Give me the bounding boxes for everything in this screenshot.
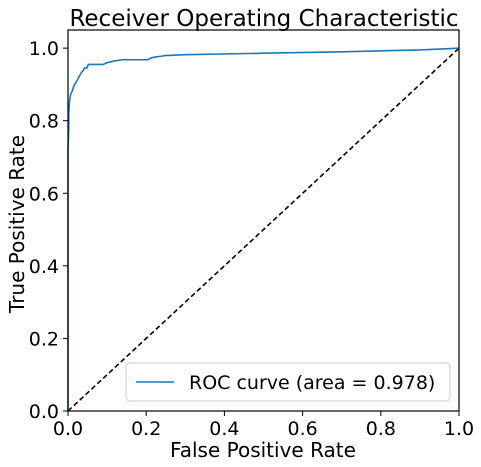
legend: ROC curve (area = 0.978): [125, 362, 451, 402]
x-tick-label: 1.0: [444, 418, 474, 440]
y-tick-label: 0.8: [29, 111, 59, 133]
legend-roc-label: ROC curve (area = 0.978): [189, 372, 435, 394]
y-tick-label: 0.2: [29, 328, 59, 350]
y-tick-label: 0.0: [29, 401, 59, 423]
x-tick-label: 0.6: [287, 418, 317, 440]
chance-reference-line: [67, 47, 460, 412]
plot-layer: [67, 47, 460, 412]
x-axis-label: False Positive Rate: [170, 438, 356, 462]
x-tick-label: 0.0: [53, 418, 83, 440]
x-tick-label: 0.8: [366, 418, 396, 440]
x-tick-label: 0.2: [131, 418, 161, 440]
chart-title: Receiver Operating Characteristic: [69, 6, 458, 32]
x-tick-label: 0.4: [209, 418, 239, 440]
y-tick-label: 0.4: [29, 256, 59, 278]
y-tick-label: 0.6: [29, 183, 59, 205]
y-axis-label: True Positive Rate: [5, 135, 29, 314]
plot-frame: [67, 29, 460, 412]
roc-curve-line: [67, 47, 460, 411]
legend-box: [125, 362, 451, 402]
tick-layer: 0.0 0.2 0.4 0.6 0.8 1.0 0.0 0.2 0.4 0.6 0.8 1.0: [29, 38, 474, 440]
y-tick-label: 1.0: [29, 38, 59, 60]
